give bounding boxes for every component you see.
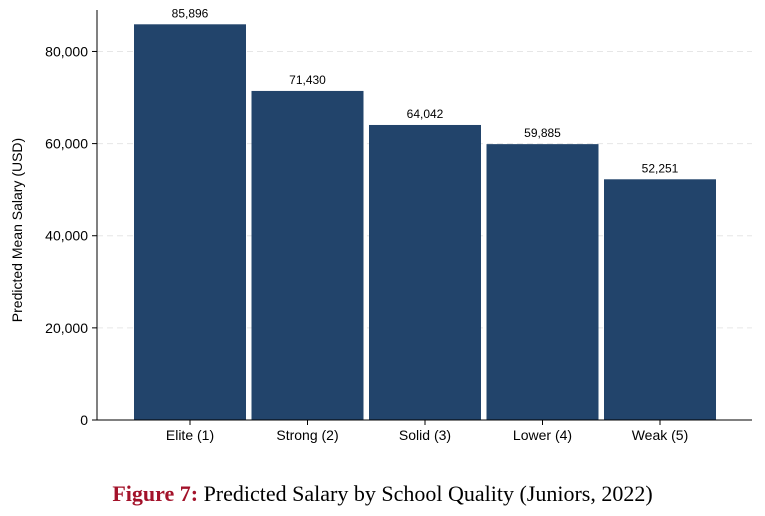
figure-number: Figure 7:: [112, 481, 199, 506]
y-ticks: 0 20,000 40,000 60,000 80,000: [45, 43, 97, 428]
y-tick-label: 80,000: [45, 43, 88, 59]
y-tick-label: 0: [80, 412, 88, 428]
y-axis-title: Predicted Mean Salary (USD): [9, 138, 25, 322]
bar-chart: 85,896 71,430 64,042 59,885 52,251 0 20,000 40…: [9, 6, 752, 443]
x-tick-label: Solid (3): [399, 427, 451, 443]
bar-value-label: 71,430: [289, 73, 326, 87]
caption-text: Predicted Salary by School Quality (Juni…: [203, 481, 653, 506]
x-tick-label: Elite (1): [166, 427, 214, 443]
x-ticks: Elite (1) Strong (2) Solid (3) Lower (4) Wea…: [166, 420, 688, 443]
bar: [604, 179, 716, 420]
bar-value-label: 85,896: [172, 6, 209, 20]
figure-caption: Figure 7: Predicted Salary by School Qua…: [0, 481, 765, 507]
bar: [369, 124, 481, 420]
bar-value-label: 52,251: [642, 161, 679, 175]
bar: [251, 90, 364, 420]
x-tick-label: Strong (2): [276, 427, 338, 443]
value-labels: 85,896 71,430 64,042 59,885 52,251: [172, 6, 679, 175]
y-tick-label: 20,000: [45, 320, 88, 336]
bar: [134, 24, 246, 421]
bar: [486, 144, 599, 420]
y-tick-label: 60,000: [45, 136, 88, 152]
x-tick-label: Weak (5): [632, 427, 689, 443]
bar-value-label: 59,885: [524, 126, 561, 140]
bar-value-label: 64,042: [407, 107, 444, 121]
x-tick-label: Lower (4): [513, 427, 572, 443]
bars: [134, 24, 716, 421]
y-tick-label: 40,000: [45, 228, 88, 244]
